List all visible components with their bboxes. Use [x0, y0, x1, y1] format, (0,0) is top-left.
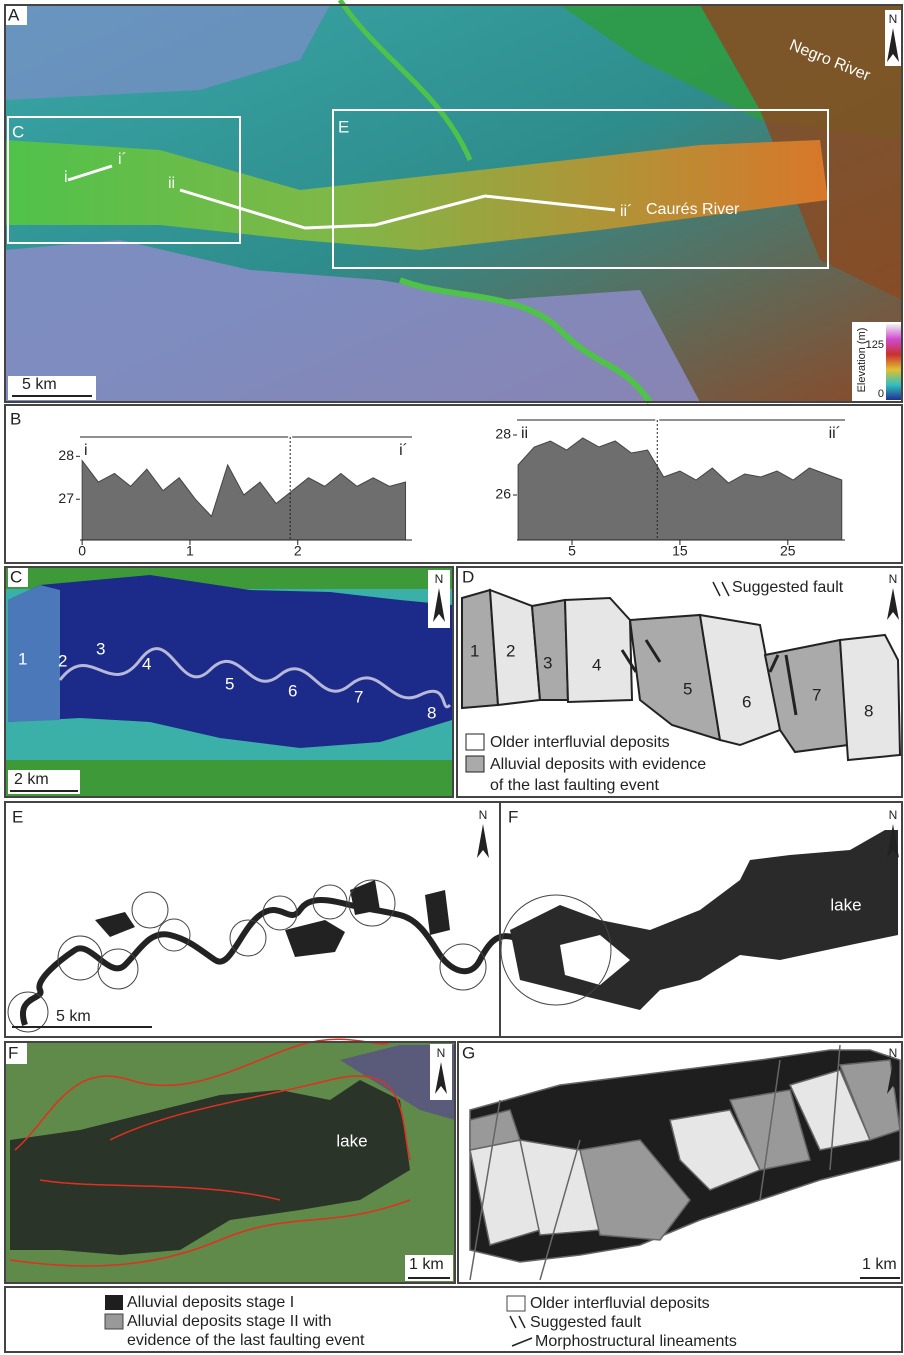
- unit-label: 4: [592, 655, 601, 674]
- y-tick-label: 28: [495, 426, 511, 442]
- unit-label: 3: [96, 639, 105, 658]
- figure-legend: Alluvial deposits stage I Alluvial depos…: [5, 1287, 902, 1352]
- north-label: N: [889, 572, 898, 586]
- profile-label: ii: [168, 175, 175, 192]
- y-tick-label: 28: [58, 447, 74, 463]
- figure: A C E i i´ ii ii´ Caurés River Negro Riv…: [0, 0, 904, 1355]
- legend-text: of the last faulting event: [490, 777, 660, 794]
- y-tick-label: 27: [58, 490, 74, 506]
- legend-text: evidence of the last faulting event: [127, 1332, 365, 1349]
- unit-label: 8: [427, 703, 436, 722]
- panel-label: G: [462, 1043, 475, 1062]
- legend-text: Alluvial deposits with evidence: [490, 756, 706, 773]
- fault-symbol: [519, 1316, 525, 1328]
- legend-text: Suggested fault: [530, 1314, 642, 1331]
- unit-label: 2: [58, 651, 67, 670]
- segment-label: ii: [521, 425, 528, 442]
- legend-text: Alluvial deposits stage II with: [127, 1313, 332, 1330]
- unit-label: 4: [142, 654, 151, 673]
- legend-text: Older interfluvial deposits: [530, 1295, 710, 1312]
- panel-c: 1 2 3 4 5 6 7 8 C N 2 km: [5, 567, 453, 797]
- north-label: N: [435, 572, 444, 586]
- panel-label: A: [8, 5, 20, 24]
- scale-label: 1 km: [409, 1256, 444, 1273]
- panel-label: C: [10, 567, 22, 586]
- x-tick-label: 5: [568, 543, 576, 559]
- fault-legend: Suggested fault: [732, 579, 844, 596]
- unit-label: 1: [18, 649, 27, 668]
- panel-e: 5 km E N lake F N: [5, 802, 902, 1037]
- unit-label: 6: [742, 692, 751, 711]
- lake-label: lake: [830, 895, 861, 914]
- north-label: N: [479, 808, 488, 822]
- elevation-bar: [886, 324, 902, 400]
- x-tick-label: 2: [294, 543, 302, 559]
- scale-label: 1 km: [862, 1256, 897, 1273]
- fault-symbol: [510, 1316, 516, 1328]
- panel-d: 1 2 3 4 5 6 7 8 Suggested fault Older in…: [457, 567, 902, 797]
- legend-text: Older interfluvial deposits: [490, 734, 670, 751]
- legend-swatch: [105, 1314, 123, 1329]
- legend-text: Morphostructural lineaments: [535, 1333, 737, 1350]
- panel-a: A C E i i´ ii ii´ Caurés River Negro Riv…: [5, 0, 902, 402]
- y-tick-label: 26: [495, 486, 511, 502]
- box-label: E: [338, 117, 349, 136]
- north-label: N: [889, 1046, 898, 1060]
- profile-label: i´: [118, 151, 127, 168]
- panel-b: B ii´0122728iiii´515252628: [5, 405, 902, 563]
- unit-label: 7: [354, 687, 363, 706]
- x-tick-label: 1: [186, 543, 194, 559]
- x-tick-label: 0: [78, 543, 86, 559]
- unit-label: 8: [864, 701, 873, 720]
- panel-f-photo: lake F N 1 km: [5, 1039, 455, 1283]
- legend-swatch: [466, 734, 484, 750]
- unit-label: 6: [288, 681, 297, 700]
- profile-area: [518, 438, 842, 540]
- body: A C E i i´ ii ii´ Caurés River Negro Riv…: [0, 0, 904, 1355]
- unit-label: 5: [683, 679, 692, 698]
- panel-label: D: [462, 567, 474, 586]
- legend-swatch: [507, 1296, 525, 1311]
- profile-label: ii´: [620, 203, 632, 220]
- box-label: C: [12, 122, 24, 141]
- segment-label: i: [84, 442, 88, 459]
- panel-label: F: [8, 1043, 18, 1062]
- scale-label: 2 km: [14, 771, 49, 788]
- river-label: Caurés River: [646, 201, 740, 218]
- segment-label: ii´: [829, 425, 841, 442]
- panel-g: G N 1 km: [458, 1042, 902, 1283]
- unit-label: 1: [470, 641, 479, 660]
- profile-area: [82, 461, 405, 540]
- scale-label: 5 km: [22, 376, 57, 393]
- unit-polygon: [840, 635, 900, 760]
- legend-swatch: [105, 1295, 123, 1310]
- elevation-title: Elevation (m): [856, 328, 868, 393]
- unit-label: 5: [225, 674, 234, 693]
- lineament-symbol: [512, 1338, 532, 1346]
- lake-label: lake: [336, 1131, 367, 1150]
- panel-label: B: [10, 409, 21, 428]
- elevation-tick: 125: [866, 339, 884, 351]
- north-label: N: [889, 808, 898, 822]
- legend-text: Alluvial deposits stage I: [127, 1294, 294, 1311]
- elevation-tick: 0: [878, 388, 884, 400]
- profile-label: i: [64, 169, 68, 186]
- north-label: N: [889, 12, 898, 26]
- x-tick-label: 25: [780, 543, 796, 559]
- unit-label: 3: [543, 653, 552, 672]
- panel-label: F: [508, 807, 518, 826]
- panel-label: E: [12, 807, 23, 826]
- page: Figure {"panels": { "a": {"label": "A", …: [0, 0, 904, 1355]
- unit-label: 7: [812, 685, 821, 704]
- segment-label: i´: [399, 442, 408, 459]
- x-tick-label: 15: [672, 543, 688, 559]
- unit-polygon: [565, 598, 632, 702]
- legend-swatch: [466, 756, 484, 772]
- north-label: N: [437, 1046, 446, 1060]
- scale-label: 5 km: [56, 1008, 91, 1025]
- unit-label: 2: [506, 641, 515, 660]
- alluvial-deposit: [8, 585, 60, 722]
